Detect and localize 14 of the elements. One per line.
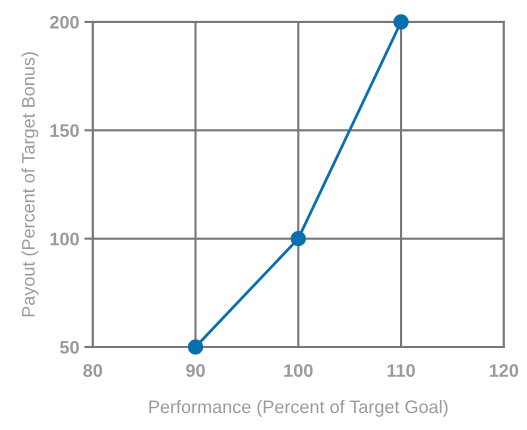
point (188, 339, 204, 355)
x-tick-label: 120 (490, 364, 518, 377)
x-tick-label: 90 (186, 364, 205, 377)
y-axis-title: Payout (Percent of Target Bonus) (21, 52, 38, 316)
x-axis-title: Performance (Percent of Target Goal) (149, 400, 448, 417)
x-tick-label: 110 (388, 364, 415, 377)
point (393, 14, 409, 30)
y-tick-label: 150 (50, 124, 79, 138)
point (290, 231, 306, 246)
x-tick-label: 100 (284, 364, 313, 377)
y-tick-label: 200 (50, 16, 79, 29)
y-tick-label: 100 (50, 232, 79, 246)
x-tick-label: 80 (83, 364, 102, 377)
y-tick-label: 50 (60, 340, 79, 354)
